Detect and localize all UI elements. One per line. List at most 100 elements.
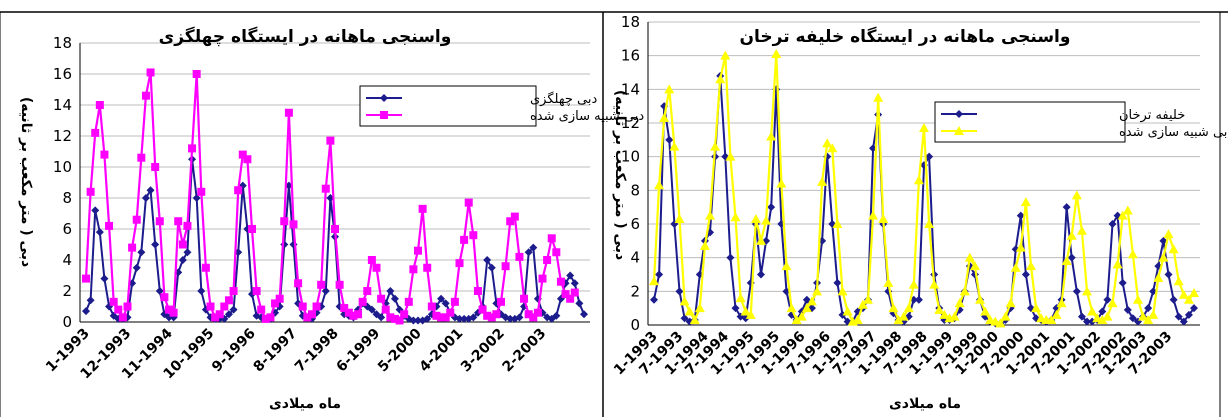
data-point (1000, 311, 1011, 321)
data-point (377, 294, 386, 303)
x-axis-label: ماه میلادی (269, 396, 341, 412)
data-point (515, 313, 524, 322)
data-point (913, 175, 924, 185)
data-point (1031, 303, 1042, 313)
y-tick-label: 0 (630, 316, 640, 334)
data-point (1056, 298, 1067, 308)
data-point (395, 316, 404, 325)
data-point (1127, 249, 1138, 259)
data-point (959, 286, 970, 296)
data-point (655, 270, 664, 279)
data-point (975, 294, 986, 304)
data-point (141, 91, 150, 100)
data-point (155, 217, 164, 226)
data-point (665, 135, 674, 144)
data-point (1164, 270, 1173, 279)
data-point (827, 143, 838, 153)
data-point (437, 294, 446, 303)
data-point (492, 310, 501, 319)
data-point (575, 299, 584, 308)
data-point (165, 305, 173, 314)
y-tick-label: 12 (621, 114, 640, 132)
data-point (812, 286, 823, 296)
data-point (898, 311, 909, 321)
data-point (183, 248, 192, 257)
data-point (432, 311, 441, 320)
data-point (756, 270, 765, 279)
data-point (833, 278, 842, 287)
legend-marker (955, 110, 963, 118)
data-point (1168, 244, 1179, 254)
data-point (132, 215, 141, 224)
y-tick-label: 2 (62, 282, 72, 300)
data-point (740, 306, 751, 316)
data-point (298, 302, 307, 311)
data-point (211, 313, 220, 322)
data-point (118, 313, 127, 322)
data-point (354, 310, 363, 319)
data-point (903, 303, 914, 313)
data-point (1143, 314, 1154, 324)
data-point (776, 178, 787, 188)
data-point (1067, 253, 1076, 262)
data-point (483, 256, 492, 264)
data-point (1016, 211, 1025, 220)
data-point (1178, 289, 1189, 299)
data-point (664, 84, 675, 94)
data-point (82, 307, 90, 316)
data-point (234, 186, 243, 195)
data-point (243, 155, 252, 164)
data-point (82, 274, 90, 283)
data-point (1108, 220, 1117, 228)
data-point (934, 304, 945, 314)
data-point (533, 308, 542, 317)
data-point (796, 311, 807, 321)
data-point (86, 187, 95, 196)
data-point (766, 131, 777, 141)
data-point (1174, 312, 1183, 321)
data-point (437, 313, 446, 322)
data-point (689, 314, 700, 324)
data-point (105, 221, 114, 230)
data-point (248, 225, 256, 233)
data-point (151, 240, 160, 249)
legend-label: دبی شبیه سازی شده (530, 109, 644, 124)
data-point (654, 180, 665, 190)
data-point (919, 123, 929, 133)
data-point (924, 219, 935, 228)
data-point (469, 313, 478, 322)
data-point (1153, 272, 1164, 282)
data-point (1122, 205, 1133, 215)
data-point (570, 288, 579, 297)
data-point (908, 279, 919, 289)
data-point (699, 240, 710, 250)
data-point (556, 277, 565, 286)
data-point (1015, 242, 1026, 252)
y-tick-label: 16 (53, 65, 72, 83)
data-point (192, 194, 201, 202)
data-point (483, 311, 492, 320)
data-point (1163, 229, 1174, 239)
data-point (1112, 259, 1123, 269)
data-point (1138, 311, 1149, 321)
data-point (307, 310, 316, 319)
data-point (1010, 262, 1021, 272)
data-point (238, 150, 247, 159)
data-point (137, 248, 146, 257)
data-point (552, 311, 561, 320)
data-point (786, 303, 797, 313)
data-point (679, 296, 690, 306)
data-point (1098, 307, 1107, 316)
data-point (1118, 278, 1127, 287)
data-point (949, 311, 960, 321)
data-point (524, 310, 533, 319)
data-point (137, 153, 146, 162)
data-point (1072, 287, 1081, 296)
data-point (649, 276, 659, 286)
y-tick-label: 18 (621, 13, 640, 31)
data-point (705, 210, 716, 220)
data-point (386, 287, 395, 295)
data-point (146, 68, 155, 77)
data-point (552, 248, 561, 257)
